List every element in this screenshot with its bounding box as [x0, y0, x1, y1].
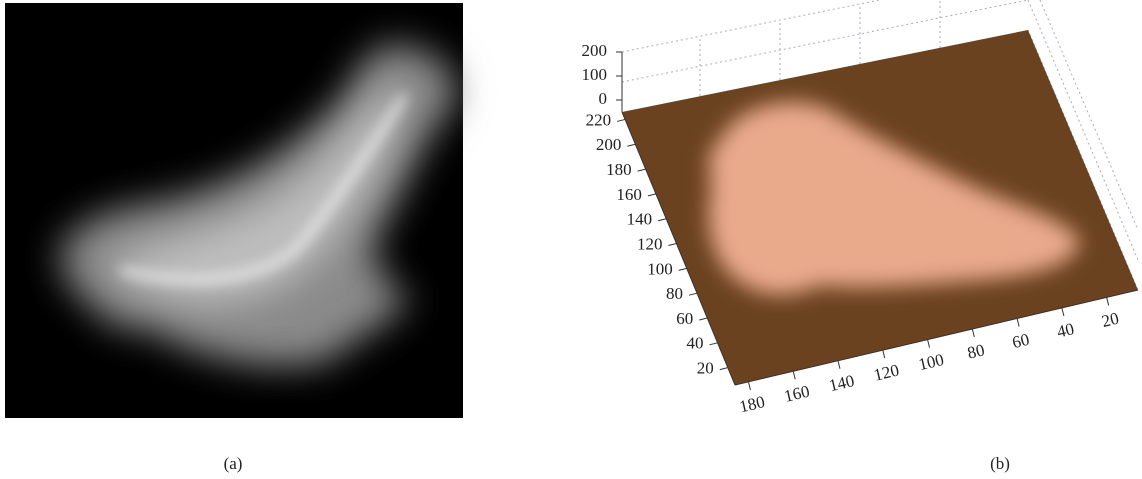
axis-line: [734, 289, 1139, 386]
y-tick-label: 220: [586, 110, 612, 129]
distance-image: [5, 3, 463, 418]
x-tick-label: 140: [827, 371, 856, 395]
tick-mark: [1061, 307, 1065, 317]
tick-mark: [792, 371, 796, 380]
y-tick-label: 140: [627, 210, 653, 229]
axis-line: [621, 111, 736, 386]
tick-mark: [709, 342, 718, 346]
tick-mark: [678, 267, 687, 271]
tick-mark: [688, 292, 698, 296]
tick-mark: [837, 360, 841, 369]
tick-mark: [627, 143, 636, 147]
surface-shape: [708, 102, 1080, 295]
y-tick-label: 180: [606, 160, 632, 179]
z-tick-label: 200: [582, 41, 608, 60]
y-tick-label: 80: [666, 284, 683, 303]
tick-mark: [927, 339, 931, 348]
tick-mark: [637, 168, 646, 172]
y-tick-label: 160: [616, 185, 642, 204]
tick-mark: [699, 317, 708, 321]
y-tick-label: 40: [687, 334, 704, 353]
tick-mark: [747, 381, 751, 390]
tick-mark: [971, 328, 975, 338]
tick-mark: [1106, 297, 1110, 306]
tick-mark: [647, 193, 657, 197]
x-tick-label: 40: [1055, 319, 1076, 341]
x-tick-label: 20: [1100, 309, 1121, 331]
x-tick-label: 180: [738, 392, 767, 416]
x-tick-label: 80: [966, 340, 987, 362]
tick-mark: [658, 218, 667, 222]
tick-mark: [719, 367, 728, 371]
z-tick-label: 0: [599, 89, 608, 108]
y-tick-label: 20: [697, 359, 714, 378]
x-tick-label: 60: [1010, 330, 1031, 352]
caption: (a): [224, 454, 243, 473]
y-tick-label: 60: [676, 309, 693, 328]
caption: (b): [990, 454, 1010, 473]
y-tick-label: 120: [637, 234, 663, 253]
x-tick-label: 100: [917, 350, 946, 374]
tick-mark: [1016, 318, 1020, 327]
tick-mark: [616, 118, 626, 122]
x-tick-label: 160: [782, 382, 811, 406]
y-tick-label: 100: [647, 259, 673, 278]
tick-mark: [882, 350, 886, 359]
tick-mark: [668, 243, 677, 247]
x-tick-label: 120: [872, 360, 901, 384]
z-tick-label: 100: [582, 65, 608, 84]
y-tick-label: 200: [596, 135, 622, 154]
